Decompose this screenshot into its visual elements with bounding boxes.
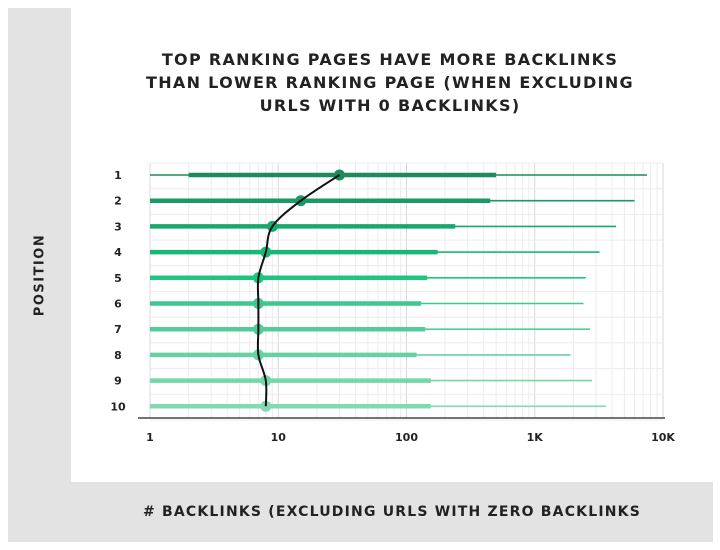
y-tick-label: 4: [114, 246, 122, 259]
y-tick-label: 9: [114, 375, 122, 388]
x-axis-band: [71, 482, 713, 542]
chart-title-line-1: TOP RANKING PAGES HAVE MORE BACKLINKS: [161, 50, 619, 69]
trend-curve: [256, 174, 340, 407]
chart-title-line-3: URLS WITH 0 BACKLINKS): [259, 96, 521, 115]
y-axis-band: [8, 8, 71, 542]
y-tick-label: 5: [114, 272, 122, 285]
x-tick-label: 1: [146, 431, 154, 444]
chart-title: TOP RANKING PAGES HAVE MORE BACKLINKS TH…: [110, 48, 670, 117]
chart-title-line-2: THAN LOWER RANKING PAGE (WHEN EXCLUDING: [146, 73, 634, 92]
y-tick-label: 7: [114, 323, 122, 336]
x-tick-label: 1K: [527, 431, 544, 444]
x-tick-label: 10: [271, 431, 287, 444]
y-tick-label: 10: [110, 400, 126, 413]
y-tick-label: 2: [114, 195, 122, 208]
y-tick-label: 6: [114, 298, 122, 311]
x-tick-label: 100: [395, 431, 418, 444]
x-axis-label: # BACKLINKS (EXCLUDING URLS WITH ZERO BA…: [142, 504, 641, 520]
y-tick-label: 3: [114, 220, 122, 233]
x-tick-label: 10K: [651, 431, 675, 444]
y-tick-label: 8: [114, 349, 122, 362]
y-tick-label: 1: [114, 169, 122, 182]
